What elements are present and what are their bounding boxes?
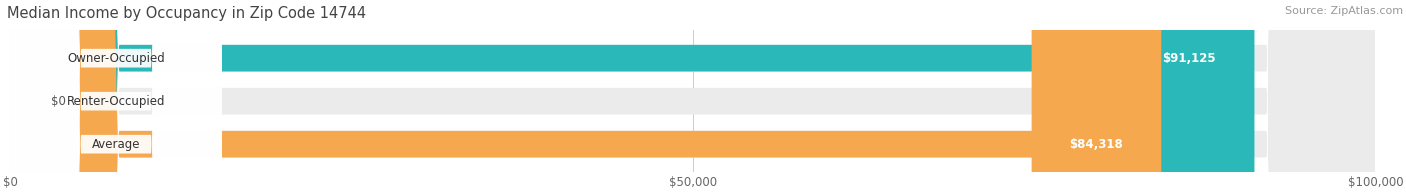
FancyBboxPatch shape — [1125, 0, 1254, 196]
Text: Owner-Occupied: Owner-Occupied — [67, 52, 165, 65]
FancyBboxPatch shape — [10, 0, 1375, 196]
FancyBboxPatch shape — [1032, 0, 1161, 196]
Text: Median Income by Occupancy in Zip Code 14744: Median Income by Occupancy in Zip Code 1… — [7, 6, 366, 21]
Text: $84,318: $84,318 — [1070, 138, 1123, 151]
FancyBboxPatch shape — [10, 0, 1161, 196]
Text: Renter-Occupied: Renter-Occupied — [66, 95, 166, 108]
FancyBboxPatch shape — [10, 0, 222, 196]
FancyBboxPatch shape — [10, 0, 1254, 196]
FancyBboxPatch shape — [10, 0, 222, 196]
Text: $91,125: $91,125 — [1163, 52, 1216, 65]
FancyBboxPatch shape — [10, 0, 222, 196]
Text: Source: ZipAtlas.com: Source: ZipAtlas.com — [1285, 6, 1403, 16]
Text: $0: $0 — [51, 95, 66, 108]
FancyBboxPatch shape — [10, 0, 1375, 196]
FancyBboxPatch shape — [10, 0, 1375, 196]
Text: Average: Average — [91, 138, 141, 151]
